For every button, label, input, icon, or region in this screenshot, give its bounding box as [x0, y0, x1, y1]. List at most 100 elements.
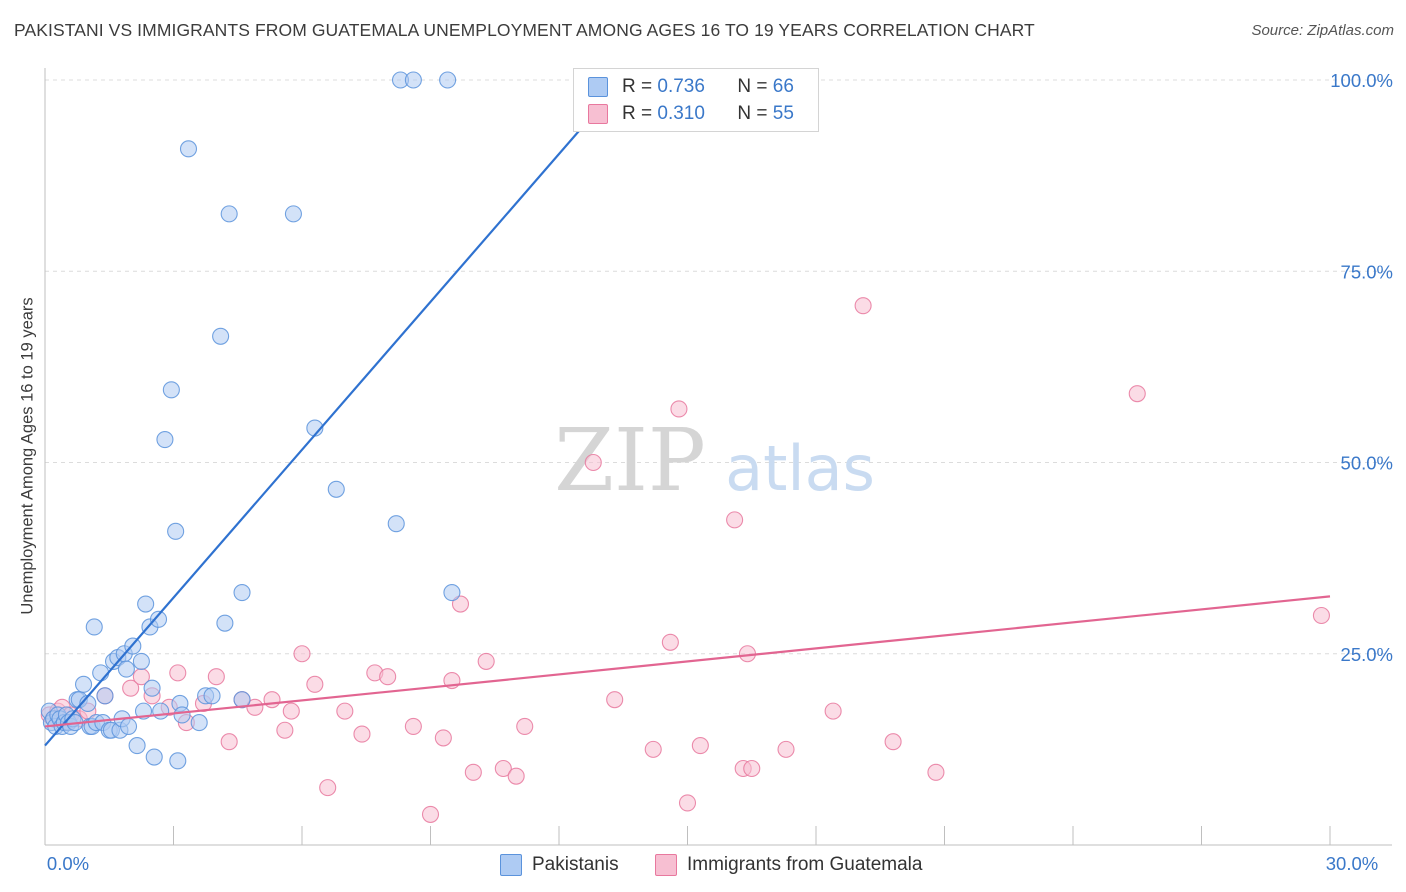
pakistani-trend-line	[44, 79, 625, 747]
guatemala-point	[644, 740, 662, 758]
y-tick-label: 50.0%	[1341, 453, 1393, 474]
pakistani-point	[145, 748, 163, 766]
pakistani-point	[149, 610, 168, 628]
n-label: N =	[737, 103, 768, 124]
guatemala-point	[464, 763, 482, 781]
blue-swatch	[588, 77, 608, 97]
r-label: R =	[622, 76, 653, 97]
chart-title: PAKISTANI VS IMMIGRANTS FROM GUATEMALA U…	[14, 20, 1035, 40]
legend-row-pakistanis: R = 0.736 N = 66	[588, 75, 794, 99]
guatemala-point	[678, 794, 697, 812]
guatemala-point	[434, 729, 452, 747]
watermark: ZIP atlas	[554, 411, 875, 511]
n-value: 66	[772, 76, 794, 97]
guatemala-point	[927, 763, 945, 781]
legend-row-guatemala: R = 0.310 N = 55	[588, 102, 794, 126]
x-tick-label: 0.0%	[47, 853, 89, 874]
guatemala-point	[246, 698, 264, 716]
guatemala-point	[451, 595, 470, 613]
tick-labels: 25.0% 50.0% 75.0% 100.0% 0.0% 30.0%	[47, 70, 1393, 874]
pakistani-point	[169, 752, 187, 770]
pakistani-point	[179, 140, 198, 158]
pakistani-point	[119, 717, 138, 735]
pakistani-point	[143, 679, 161, 697]
pakistani-point	[212, 327, 230, 345]
blue-series-points	[40, 71, 461, 770]
pakistani-point	[233, 583, 251, 602]
n-label: N =	[737, 76, 768, 97]
pakistani-point	[96, 687, 114, 705]
guatemala-point	[293, 645, 311, 663]
pakistani-point	[132, 652, 150, 670]
trend-lines	[44, 79, 1331, 747]
guatemala-point	[220, 733, 238, 751]
pakistani-point	[404, 71, 422, 89]
guatemala-point	[516, 717, 534, 735]
guatemala-point	[670, 400, 688, 418]
n-value: 55	[772, 103, 794, 124]
guatemala-point	[494, 759, 512, 778]
axes	[44, 68, 1392, 846]
pakistani-point	[117, 660, 135, 678]
guatemala-point	[169, 664, 187, 682]
guatemala-point	[421, 805, 440, 823]
pakistani-point	[327, 480, 345, 498]
pakistani-point	[156, 430, 174, 449]
pakistani-point	[439, 71, 457, 89]
watermark-atlas: atlas	[725, 432, 875, 505]
guatemala-point	[379, 668, 397, 686]
pakistani-point	[75, 675, 93, 693]
guatemala-point	[584, 453, 602, 472]
guatemala-point	[726, 511, 744, 529]
guatemala-point	[884, 733, 902, 751]
source-label: Source: ZipAtlas.com	[1251, 22, 1394, 39]
blue-swatch	[500, 854, 522, 876]
guatemala-point	[477, 652, 495, 670]
pakistani-point	[387, 515, 405, 533]
y-tick-label: 100.0%	[1330, 70, 1393, 91]
pakistani-point	[152, 702, 170, 720]
guatemala-point	[276, 721, 294, 739]
guatemala-point	[854, 297, 872, 315]
pakistani-point	[85, 618, 103, 636]
guatemala-point	[691, 736, 709, 755]
guatemala-point	[404, 717, 422, 735]
r-value: 0.310	[657, 103, 705, 124]
guatemala-point	[824, 702, 842, 720]
correlation-legend: R = 0.736 N = 66 R = 0.310 N = 55	[573, 68, 819, 132]
pink-swatch	[588, 104, 608, 124]
legend-item-pakistanis[interactable]: Pakistanis	[500, 852, 619, 878]
gridlines	[45, 79, 1392, 655]
y-tick-label: 75.0%	[1341, 261, 1393, 282]
pakistani-point	[137, 595, 155, 613]
guatemala-point	[1312, 606, 1330, 625]
guatemala-point	[777, 740, 795, 758]
r-value: 0.736	[657, 76, 705, 97]
pakistani-point	[92, 664, 110, 682]
pakistani-point	[162, 381, 180, 399]
guatemala-point	[263, 691, 281, 709]
pink-series-points	[40, 297, 1330, 823]
pakistani-point	[233, 691, 251, 709]
guatemala-point	[319, 779, 337, 797]
guatemala-point	[306, 675, 324, 693]
pakistani-point	[216, 614, 234, 632]
guatemala-point	[282, 702, 300, 720]
guatemala-point	[507, 767, 525, 785]
watermark-zip: ZIP	[554, 411, 706, 511]
pakistani-point	[284, 205, 302, 223]
pakistani-point	[173, 706, 191, 724]
legend-label: Pakistanis	[532, 854, 619, 875]
legend-item-guatemala[interactable]: Immigrants from Guatemala	[655, 852, 922, 878]
legend-label: Immigrants from Guatemala	[687, 854, 923, 875]
guatemala-point	[207, 668, 225, 686]
guatemala-point	[122, 679, 140, 697]
y-tick-label: 25.0%	[1341, 644, 1393, 665]
pakistani-point	[128, 736, 146, 755]
guatemala-trend-line	[44, 595, 1331, 728]
x-tick-label: 30.0%	[1326, 853, 1378, 874]
guatemala-point	[353, 725, 371, 743]
pakistani-point	[443, 583, 461, 602]
pakistani-point	[190, 714, 208, 732]
